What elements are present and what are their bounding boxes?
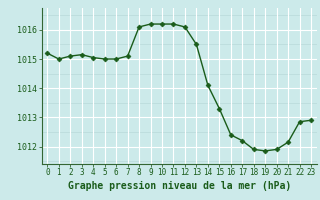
X-axis label: Graphe pression niveau de la mer (hPa): Graphe pression niveau de la mer (hPa) [68, 181, 291, 191]
